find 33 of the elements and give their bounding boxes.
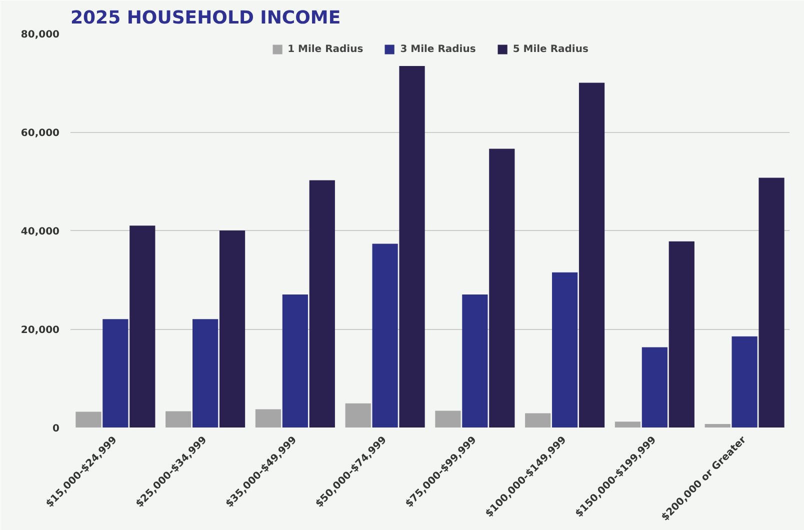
bar: [462, 294, 488, 428]
bar: [614, 422, 641, 428]
bar: [399, 66, 425, 428]
legend-label: 5 Mile Radius: [512, 44, 588, 54]
bar: [668, 241, 694, 428]
bar: [758, 178, 784, 428]
bar: [130, 226, 156, 428]
y-tick-label: 80,000: [20, 30, 60, 40]
y-tick-label: 40,000: [20, 226, 60, 238]
legend-label: 3 Mile Radius: [400, 44, 476, 54]
bar: [525, 413, 551, 428]
bar: [255, 409, 282, 428]
bar: [372, 244, 398, 428]
y-tick-label: 60,000: [20, 128, 60, 139]
bar: [552, 272, 578, 428]
bar: [102, 319, 128, 428]
bar: [282, 294, 308, 428]
y-tick-label: 0: [52, 424, 60, 434]
bar: [642, 347, 668, 428]
bar: [76, 412, 102, 428]
bar: [732, 336, 758, 428]
bar: [489, 148, 515, 428]
y-tick-label: 20,000: [20, 325, 60, 336]
bar: [345, 403, 371, 428]
bar: [309, 180, 335, 428]
chart-title: 2025 HOUSEHOLD INCOME: [70, 8, 341, 28]
bar: [578, 82, 605, 428]
legend-label: 1 Mile Radius: [288, 44, 364, 54]
bar: [166, 411, 192, 428]
bar: [192, 319, 218, 428]
bar: [219, 230, 246, 428]
bar: [704, 424, 730, 428]
bar: [435, 410, 461, 428]
